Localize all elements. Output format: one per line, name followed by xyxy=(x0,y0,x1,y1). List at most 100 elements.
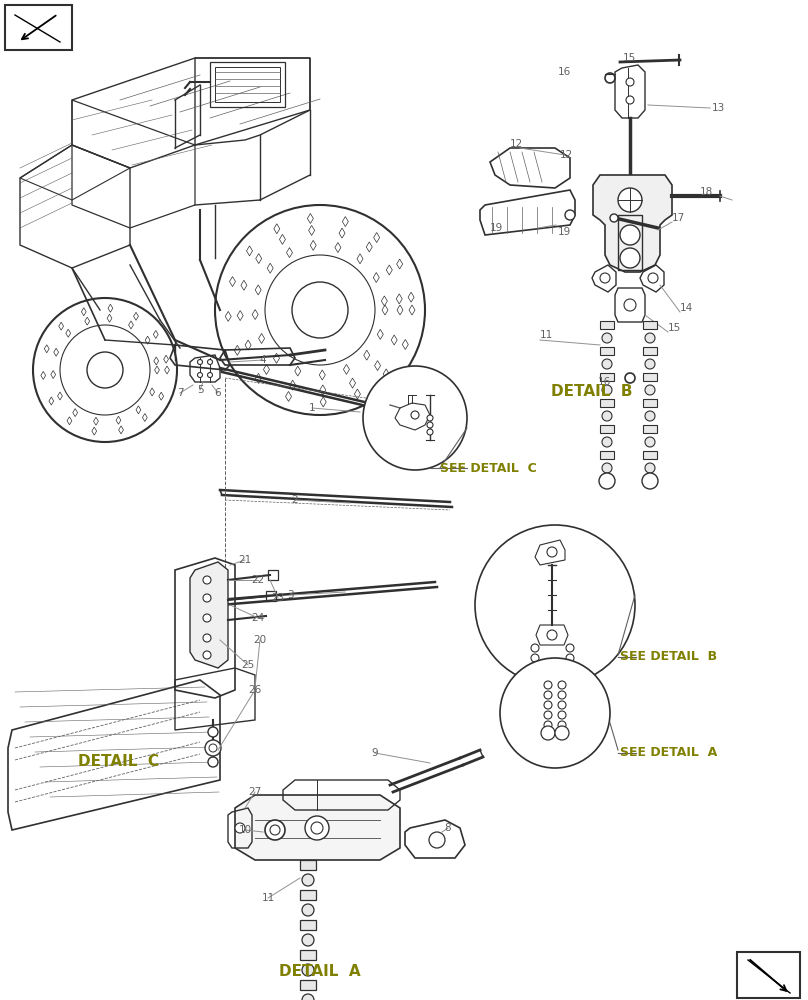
Circle shape xyxy=(645,385,655,395)
Text: 26: 26 xyxy=(248,685,262,695)
Circle shape xyxy=(648,273,658,283)
Text: DETAIL  B: DETAIL B xyxy=(551,384,633,399)
Circle shape xyxy=(565,210,575,220)
Circle shape xyxy=(363,366,467,470)
Circle shape xyxy=(311,822,323,834)
Circle shape xyxy=(203,594,211,602)
Polygon shape xyxy=(643,451,657,459)
Text: SEE DETAIL  C: SEE DETAIL C xyxy=(440,462,537,475)
Circle shape xyxy=(209,744,217,752)
Circle shape xyxy=(642,473,658,489)
Text: 2: 2 xyxy=(292,495,298,505)
Circle shape xyxy=(427,429,433,435)
Polygon shape xyxy=(300,950,316,960)
Circle shape xyxy=(208,372,213,377)
Circle shape xyxy=(427,422,433,428)
Circle shape xyxy=(602,333,612,343)
Circle shape xyxy=(302,874,314,886)
Circle shape xyxy=(544,721,552,729)
Text: 19: 19 xyxy=(558,227,571,237)
Circle shape xyxy=(270,825,280,835)
Text: DETAIL  C: DETAIL C xyxy=(78,754,158,770)
Circle shape xyxy=(203,634,211,642)
Polygon shape xyxy=(600,399,614,407)
Text: DETAIL  A: DETAIL A xyxy=(280,964,361,980)
Polygon shape xyxy=(643,321,657,329)
Text: 12: 12 xyxy=(560,150,573,160)
Circle shape xyxy=(197,372,203,377)
Text: 20: 20 xyxy=(254,635,267,645)
Circle shape xyxy=(531,644,539,652)
Circle shape xyxy=(547,547,557,557)
Circle shape xyxy=(610,214,618,222)
Circle shape xyxy=(427,415,433,421)
Circle shape xyxy=(566,664,574,672)
Polygon shape xyxy=(300,860,316,870)
Text: 13: 13 xyxy=(712,103,726,113)
Circle shape xyxy=(555,726,569,740)
Circle shape xyxy=(618,188,642,212)
Text: 22: 22 xyxy=(251,575,265,585)
Text: 24: 24 xyxy=(251,613,265,623)
Circle shape xyxy=(625,373,635,383)
Circle shape xyxy=(265,820,285,840)
Polygon shape xyxy=(643,347,657,355)
Circle shape xyxy=(605,73,615,83)
Circle shape xyxy=(529,684,541,696)
Circle shape xyxy=(541,726,555,740)
Polygon shape xyxy=(643,399,657,407)
Polygon shape xyxy=(190,562,228,668)
Bar xyxy=(210,62,285,107)
Text: 21: 21 xyxy=(238,555,251,565)
Circle shape xyxy=(558,701,566,709)
Polygon shape xyxy=(300,980,316,990)
Circle shape xyxy=(60,325,150,415)
Text: 15: 15 xyxy=(623,53,636,63)
Circle shape xyxy=(645,463,655,473)
Text: 3: 3 xyxy=(287,590,293,600)
Text: 16: 16 xyxy=(598,377,611,387)
Polygon shape xyxy=(600,347,614,355)
Polygon shape xyxy=(600,373,614,381)
Circle shape xyxy=(265,255,375,365)
Circle shape xyxy=(215,205,425,415)
Circle shape xyxy=(558,711,566,719)
Circle shape xyxy=(547,630,557,640)
Circle shape xyxy=(620,225,640,245)
Text: 5: 5 xyxy=(196,385,204,395)
Circle shape xyxy=(626,78,634,86)
Circle shape xyxy=(531,664,539,672)
Circle shape xyxy=(33,298,177,442)
Circle shape xyxy=(620,248,640,268)
Circle shape xyxy=(203,651,211,659)
Circle shape xyxy=(302,934,314,946)
Circle shape xyxy=(602,411,612,421)
Polygon shape xyxy=(643,373,657,381)
Circle shape xyxy=(626,96,634,104)
Circle shape xyxy=(544,691,552,699)
Polygon shape xyxy=(600,451,614,459)
Circle shape xyxy=(564,684,576,696)
Circle shape xyxy=(205,740,221,756)
Circle shape xyxy=(645,411,655,421)
Text: 8: 8 xyxy=(444,823,452,833)
Text: SEE DETAIL  B: SEE DETAIL B xyxy=(620,650,718,664)
Text: 17: 17 xyxy=(672,213,685,223)
Text: 11: 11 xyxy=(540,330,553,340)
Circle shape xyxy=(544,711,552,719)
Circle shape xyxy=(302,904,314,916)
Circle shape xyxy=(645,437,655,447)
Text: 27: 27 xyxy=(248,787,262,797)
Circle shape xyxy=(544,701,552,709)
Text: 4: 4 xyxy=(259,355,267,365)
Text: SEE DETAIL  A: SEE DETAIL A xyxy=(620,746,718,760)
Polygon shape xyxy=(300,890,316,900)
Circle shape xyxy=(566,654,574,662)
Circle shape xyxy=(302,994,314,1000)
Bar xyxy=(618,215,642,270)
Text: 10: 10 xyxy=(238,825,251,835)
Circle shape xyxy=(292,282,348,338)
Text: 1: 1 xyxy=(309,403,315,413)
Text: 12: 12 xyxy=(510,139,524,149)
Circle shape xyxy=(531,674,539,682)
